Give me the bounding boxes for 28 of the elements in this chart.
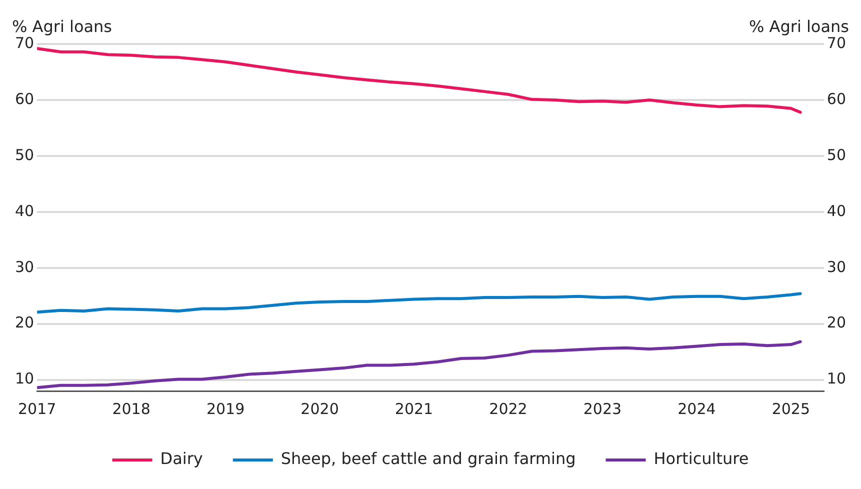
y-tick-label: 40 bbox=[14, 202, 34, 220]
y2-tick-label: 70 bbox=[826, 34, 846, 52]
legend-label: Dairy bbox=[160, 449, 203, 468]
y-tick-label: 10 bbox=[14, 370, 34, 388]
x-tick-label: 2020 bbox=[300, 400, 339, 418]
y-tick-label: 20 bbox=[14, 314, 34, 332]
legend-label: Sheep, beef cattle and grain farming bbox=[280, 449, 576, 468]
y2-tick-label: 50 bbox=[826, 146, 846, 164]
y-tick-label: 60 bbox=[14, 90, 34, 108]
y2-tick-label: 60 bbox=[826, 90, 846, 108]
x-tick-label: 2019 bbox=[206, 400, 245, 418]
x-tick-label: 2022 bbox=[489, 400, 528, 418]
x-tick-label: 2021 bbox=[394, 400, 434, 418]
y2-tick-label: 30 bbox=[826, 258, 846, 276]
y2-tick-label: 20 bbox=[826, 314, 846, 332]
y2-tick-label: 40 bbox=[826, 202, 846, 220]
x-tick-label: 2025 bbox=[772, 400, 810, 418]
x-tick-label: 2017 bbox=[18, 400, 56, 418]
y2-tick-label: 10 bbox=[826, 370, 846, 388]
y-tick-label: 70 bbox=[14, 34, 34, 52]
legend-label: Horticulture bbox=[654, 449, 749, 468]
y-axis-title: % Agri loans bbox=[12, 17, 112, 36]
y-tick-label: 30 bbox=[14, 258, 34, 276]
y2-axis-title: % Agri loans bbox=[748, 17, 849, 36]
x-tick-label: 2018 bbox=[112, 400, 150, 418]
x-tick-label: 2024 bbox=[678, 400, 716, 418]
y-tick-label: 50 bbox=[14, 146, 34, 164]
x-tick-label: 2023 bbox=[583, 400, 622, 418]
